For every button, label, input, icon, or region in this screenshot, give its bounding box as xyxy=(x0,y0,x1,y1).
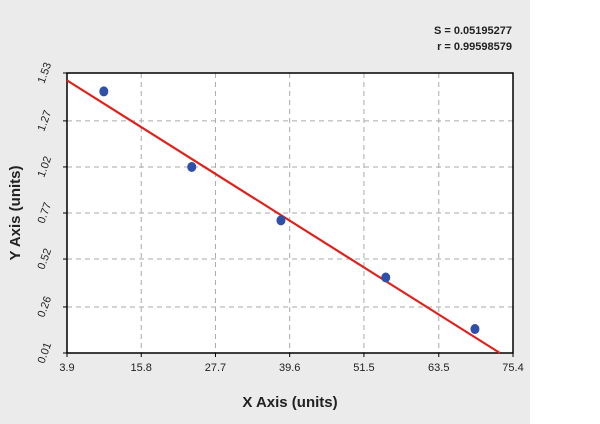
x-tick-label: 15.8 xyxy=(131,362,152,374)
x-tick-label: 3.9 xyxy=(59,362,74,374)
annotation: r = 0.99598579 xyxy=(437,41,512,53)
annotation: S = 0.05195277 xyxy=(434,25,512,37)
grid-layer xyxy=(67,73,513,353)
y-axis-title: Y Axis (units) xyxy=(7,165,24,260)
x-axis-title: X Axis (units) xyxy=(242,394,337,411)
data-point xyxy=(187,161,197,172)
data-point xyxy=(276,215,286,226)
x-tick-label: 27.7 xyxy=(205,362,226,374)
x-tick-label: 51.5 xyxy=(353,362,374,374)
data-point xyxy=(470,324,480,335)
x-tick-label: 39.6 xyxy=(279,362,300,374)
x-tick-label: 63.5 xyxy=(428,362,449,374)
data-point xyxy=(381,272,391,283)
x-tick-label: 75.4 xyxy=(502,362,523,374)
data-point xyxy=(99,86,109,97)
